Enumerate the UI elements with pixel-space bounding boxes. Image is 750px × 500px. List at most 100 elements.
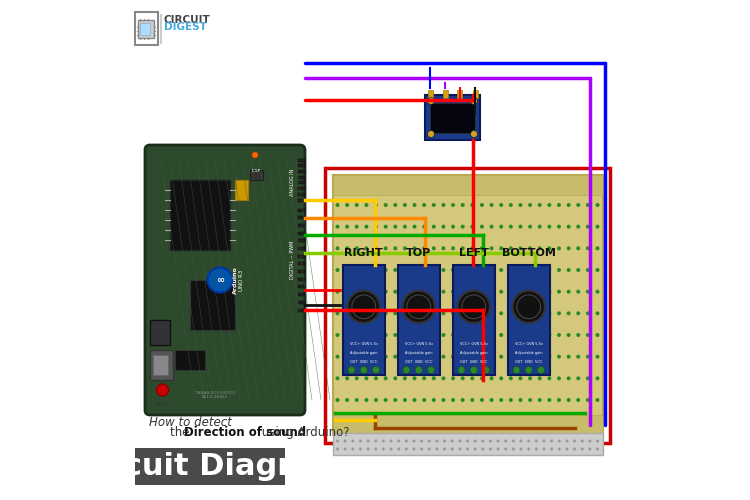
Circle shape: [490, 203, 494, 207]
Circle shape: [576, 246, 580, 250]
Circle shape: [157, 384, 169, 396]
Circle shape: [500, 354, 503, 358]
Circle shape: [458, 290, 490, 323]
Circle shape: [490, 333, 494, 337]
Circle shape: [422, 333, 426, 337]
Circle shape: [427, 440, 430, 442]
Circle shape: [509, 224, 513, 228]
Circle shape: [548, 333, 551, 337]
Circle shape: [364, 376, 368, 380]
Circle shape: [451, 224, 455, 228]
Text: DIGEST: DIGEST: [164, 22, 207, 32]
Circle shape: [535, 448, 538, 450]
Bar: [298, 208, 305, 212]
Circle shape: [355, 246, 358, 250]
Circle shape: [528, 376, 532, 380]
Text: Adjustable gain: Adjustable gain: [405, 351, 433, 355]
Circle shape: [538, 290, 542, 294]
Circle shape: [518, 268, 523, 272]
Circle shape: [360, 366, 368, 374]
Circle shape: [588, 448, 591, 450]
Circle shape: [470, 312, 474, 316]
Circle shape: [566, 246, 571, 250]
Circle shape: [557, 333, 561, 337]
Circle shape: [336, 440, 339, 442]
Circle shape: [470, 333, 474, 337]
Circle shape: [548, 354, 551, 358]
Circle shape: [384, 290, 388, 294]
Circle shape: [364, 203, 368, 207]
Circle shape: [458, 440, 461, 442]
Circle shape: [548, 268, 551, 272]
Bar: [452, 265, 495, 375]
Circle shape: [509, 268, 513, 272]
Circle shape: [566, 290, 571, 294]
Circle shape: [355, 354, 358, 358]
Circle shape: [413, 203, 416, 207]
Bar: [298, 193, 305, 196]
Circle shape: [451, 398, 455, 402]
Circle shape: [442, 354, 446, 358]
Circle shape: [538, 333, 542, 337]
Circle shape: [557, 312, 561, 316]
Circle shape: [586, 203, 590, 207]
Bar: [298, 308, 305, 312]
Circle shape: [557, 224, 561, 228]
Bar: [298, 187, 305, 190]
Circle shape: [490, 376, 494, 380]
Circle shape: [460, 224, 465, 228]
Circle shape: [364, 224, 368, 228]
Circle shape: [548, 246, 551, 250]
Circle shape: [480, 246, 484, 250]
Circle shape: [548, 398, 551, 402]
Circle shape: [474, 440, 477, 442]
Circle shape: [345, 312, 350, 316]
Circle shape: [374, 224, 378, 228]
Circle shape: [596, 333, 599, 337]
Circle shape: [466, 448, 469, 450]
Circle shape: [538, 246, 542, 250]
Circle shape: [345, 290, 350, 294]
Circle shape: [490, 246, 494, 250]
Circle shape: [460, 398, 465, 402]
Circle shape: [345, 203, 350, 207]
Circle shape: [573, 448, 576, 450]
Bar: [170, 180, 230, 250]
Circle shape: [451, 440, 454, 442]
Bar: [298, 176, 305, 178]
Bar: [135, 448, 285, 485]
Circle shape: [413, 448, 416, 450]
Circle shape: [496, 448, 500, 450]
Circle shape: [374, 203, 378, 207]
Circle shape: [460, 246, 465, 250]
Circle shape: [367, 448, 370, 450]
Bar: [298, 182, 305, 184]
Circle shape: [576, 224, 580, 228]
Bar: [298, 293, 305, 296]
Circle shape: [509, 376, 513, 380]
Circle shape: [403, 203, 407, 207]
Circle shape: [374, 246, 378, 250]
Circle shape: [470, 398, 474, 402]
Circle shape: [566, 312, 571, 316]
Circle shape: [538, 398, 542, 402]
Circle shape: [403, 376, 407, 380]
Circle shape: [480, 398, 484, 402]
Circle shape: [384, 268, 388, 272]
Circle shape: [364, 333, 368, 337]
Circle shape: [566, 268, 571, 272]
Circle shape: [422, 312, 426, 316]
Circle shape: [364, 398, 368, 402]
Circle shape: [528, 312, 532, 316]
Bar: [150, 320, 170, 345]
Circle shape: [513, 366, 520, 374]
Bar: [325, 168, 610, 442]
Circle shape: [405, 448, 408, 450]
Circle shape: [528, 246, 532, 250]
Circle shape: [490, 312, 494, 316]
Circle shape: [460, 312, 465, 316]
Circle shape: [518, 290, 523, 294]
Circle shape: [393, 354, 398, 358]
Circle shape: [576, 333, 580, 337]
Circle shape: [413, 224, 416, 228]
